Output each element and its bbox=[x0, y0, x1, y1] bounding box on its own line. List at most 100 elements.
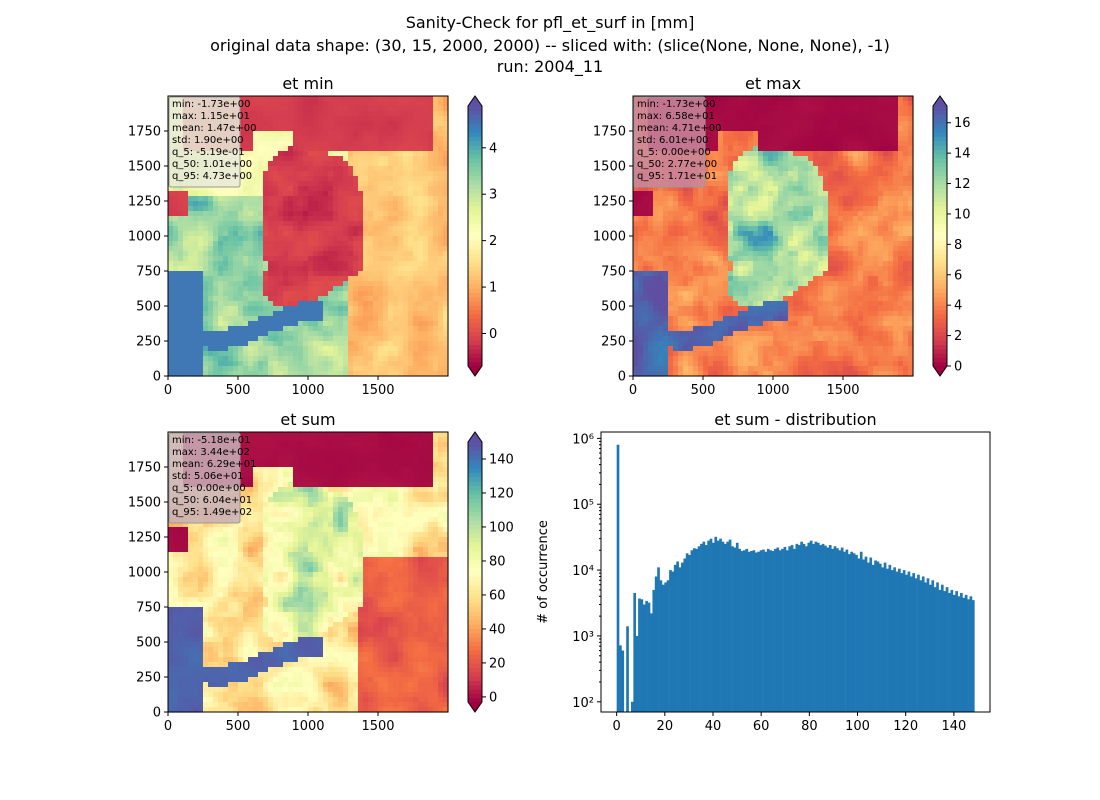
heatmap-cell bbox=[708, 211, 714, 217]
heatmap-cell bbox=[243, 326, 249, 332]
heatmap-cell bbox=[293, 141, 299, 147]
heatmap-cell bbox=[208, 321, 214, 327]
heatmap-cell bbox=[313, 151, 319, 157]
heatmap-cell bbox=[698, 321, 704, 327]
heatmap-cell bbox=[693, 336, 699, 342]
heatmap-cell bbox=[778, 221, 784, 227]
heatmap-cell bbox=[713, 111, 719, 117]
heatmap-cell bbox=[313, 141, 319, 147]
heatmap-cell bbox=[778, 161, 784, 167]
heatmap-cell bbox=[708, 106, 714, 112]
heatmap-cell bbox=[258, 186, 264, 192]
heatmap-cell bbox=[408, 176, 414, 182]
heatmap-cell bbox=[258, 251, 264, 257]
heatmap-cell bbox=[723, 366, 729, 372]
heatmap-cell bbox=[783, 106, 789, 112]
heatmap-cell bbox=[638, 361, 644, 367]
heatmap-cell bbox=[693, 191, 699, 197]
heatmap-cell bbox=[353, 176, 359, 182]
heatmap-cell bbox=[218, 256, 224, 262]
heatmap-cell bbox=[433, 271, 439, 277]
heatmap-cell bbox=[768, 361, 774, 367]
heatmap-cell bbox=[288, 221, 294, 227]
heatmap-cell bbox=[388, 286, 394, 292]
heatmap-cell bbox=[403, 221, 409, 227]
heatmap-cell bbox=[773, 286, 779, 292]
heatmap-cell bbox=[668, 346, 674, 352]
heatmap-cell bbox=[438, 316, 444, 322]
heatmap-cell bbox=[198, 256, 204, 262]
heatmap-cell bbox=[258, 156, 264, 162]
heatmap-cell bbox=[783, 246, 789, 252]
heatmap-cell bbox=[333, 316, 339, 322]
heatmap-cell bbox=[368, 266, 374, 272]
heatmap-cell bbox=[348, 231, 354, 237]
heatmap-cell bbox=[268, 296, 274, 302]
heatmap-cell bbox=[378, 351, 384, 357]
heatmap-cell bbox=[313, 326, 319, 332]
heatmap-cell bbox=[728, 301, 734, 307]
heatmap-cell bbox=[768, 251, 774, 257]
heatmap-cell bbox=[198, 216, 204, 222]
heatmap-cell bbox=[183, 286, 189, 292]
heatmap-cell bbox=[433, 341, 439, 347]
heatmap-cell bbox=[218, 201, 224, 207]
heatmap-cell bbox=[753, 356, 759, 362]
heatmap-cell bbox=[393, 206, 399, 212]
heatmap-cell bbox=[263, 201, 269, 207]
heatmap-cell bbox=[173, 276, 179, 282]
heatmap-cell bbox=[258, 121, 264, 127]
heatmap-cell bbox=[318, 156, 324, 162]
heatmap-cell bbox=[268, 351, 274, 357]
heatmap-cell bbox=[233, 196, 239, 202]
heatmap-cell bbox=[253, 146, 259, 152]
heatmap-cell bbox=[783, 206, 789, 212]
heatmap-cell bbox=[238, 271, 244, 277]
heatmap-cell bbox=[333, 371, 339, 377]
heatmap-cell bbox=[423, 186, 429, 192]
heatmap-cell bbox=[408, 186, 414, 192]
heatmap-cell bbox=[373, 336, 379, 342]
heatmap-cell bbox=[708, 236, 714, 242]
heatmap-cell bbox=[388, 271, 394, 277]
heatmap-cell bbox=[253, 151, 259, 157]
heatmap-cell bbox=[288, 136, 294, 142]
heatmap-cell bbox=[758, 271, 764, 277]
heatmap-cell bbox=[778, 141, 784, 147]
heatmap-cell bbox=[738, 261, 744, 267]
heatmap-cell bbox=[368, 331, 374, 337]
heatmap-cell bbox=[423, 96, 429, 102]
heatmap-cell bbox=[693, 341, 699, 347]
heatmap-cell bbox=[173, 196, 179, 202]
heatmap-cell bbox=[433, 226, 439, 232]
heatmap-cell bbox=[353, 146, 359, 152]
heatmap-cell bbox=[673, 291, 679, 297]
heatmap-cell bbox=[648, 311, 654, 317]
heatmap-cell bbox=[668, 251, 674, 257]
heatmap-cell bbox=[253, 121, 259, 127]
heatmap-cell bbox=[368, 321, 374, 327]
heatmap-cell bbox=[313, 111, 319, 117]
heatmap-cell bbox=[738, 301, 744, 307]
heatmap-cell bbox=[723, 221, 729, 227]
heatmap-cell bbox=[188, 301, 194, 307]
heatmap-cell bbox=[293, 366, 299, 372]
heatmap-cell bbox=[673, 271, 679, 277]
heatmap-cell bbox=[723, 241, 729, 247]
heatmap-cell bbox=[233, 291, 239, 297]
heatmap-cell bbox=[778, 331, 784, 337]
heatmap-cell bbox=[788, 121, 794, 127]
heatmap-cell bbox=[748, 211, 754, 217]
heatmap-cell bbox=[168, 226, 174, 232]
heatmap-cell bbox=[358, 226, 364, 232]
heatmap-cell bbox=[283, 161, 289, 167]
x-tick-label: 1500 bbox=[361, 383, 394, 398]
heatmap-cell bbox=[233, 266, 239, 272]
heatmap-cell bbox=[318, 251, 324, 257]
heatmap-cell bbox=[358, 241, 364, 247]
heatmap-cell bbox=[708, 286, 714, 292]
heatmap-cell bbox=[263, 366, 269, 372]
heatmap-cell bbox=[313, 236, 319, 242]
heatmap-cell bbox=[748, 116, 754, 122]
heatmap-cell bbox=[758, 121, 764, 127]
